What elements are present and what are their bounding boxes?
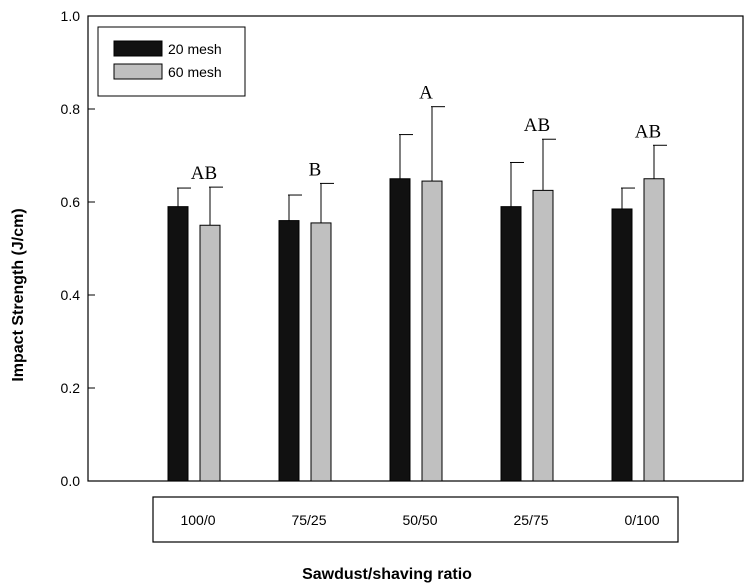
y-axis: 0.0 0.2 0.4 0.6 0.8 1.0 bbox=[61, 8, 95, 489]
x-tick-label: 75/25 bbox=[291, 512, 326, 528]
bar-20-mesh bbox=[278, 220, 300, 482]
significance-letter: A bbox=[419, 83, 433, 104]
error-bars-group bbox=[177, 106, 667, 226]
bar-60-mesh bbox=[421, 180, 443, 482]
x-tick-label: 0/100 bbox=[624, 512, 659, 528]
x-tick-label: 50/50 bbox=[402, 512, 437, 528]
legend-swatch bbox=[113, 40, 163, 57]
bar-60-mesh bbox=[199, 224, 221, 482]
y-tick-label: 1.0 bbox=[61, 8, 81, 24]
y-tick-label: 0.0 bbox=[61, 473, 81, 489]
bar-60-mesh bbox=[532, 189, 554, 482]
bars-group bbox=[167, 178, 665, 482]
legend-label: 60 mesh bbox=[168, 64, 222, 80]
y-tick-label: 0.4 bbox=[61, 287, 81, 303]
x-category-box bbox=[152, 496, 679, 543]
significance-letter: AB bbox=[524, 115, 550, 136]
x-tick-label: 25/75 bbox=[513, 512, 548, 528]
bar-60-mesh bbox=[643, 178, 665, 482]
bar-20-mesh bbox=[611, 208, 633, 482]
x-tick-label: 100/0 bbox=[180, 512, 215, 528]
y-tick-label: 0.6 bbox=[61, 194, 81, 210]
y-tick-label: 0.2 bbox=[61, 380, 81, 396]
x-axis-title: Sawdust/shaving ratio bbox=[302, 566, 472, 583]
x-axis: 100/0 75/25 50/50 25/75 0/100 bbox=[152, 496, 679, 543]
plot-frame bbox=[87, 15, 744, 482]
legend-box bbox=[97, 26, 246, 97]
legend: 20 mesh 60 mesh bbox=[97, 26, 246, 97]
bar-20-mesh bbox=[500, 206, 522, 482]
bar-20-mesh bbox=[167, 206, 189, 482]
bar-60-mesh bbox=[310, 222, 332, 482]
y-tick-label: 0.8 bbox=[61, 101, 81, 117]
significance-letter: AB bbox=[191, 163, 217, 184]
significance-letter: AB bbox=[635, 121, 661, 142]
plot-border bbox=[87, 15, 744, 482]
legend-swatch bbox=[113, 63, 163, 80]
annotations-group: AB B A AB AB bbox=[191, 83, 661, 184]
y-axis-title: Impact Strength (J/cm) bbox=[10, 208, 27, 381]
bar-20-mesh bbox=[389, 178, 411, 482]
legend-label: 20 mesh bbox=[168, 41, 222, 57]
significance-letter: B bbox=[309, 159, 322, 180]
